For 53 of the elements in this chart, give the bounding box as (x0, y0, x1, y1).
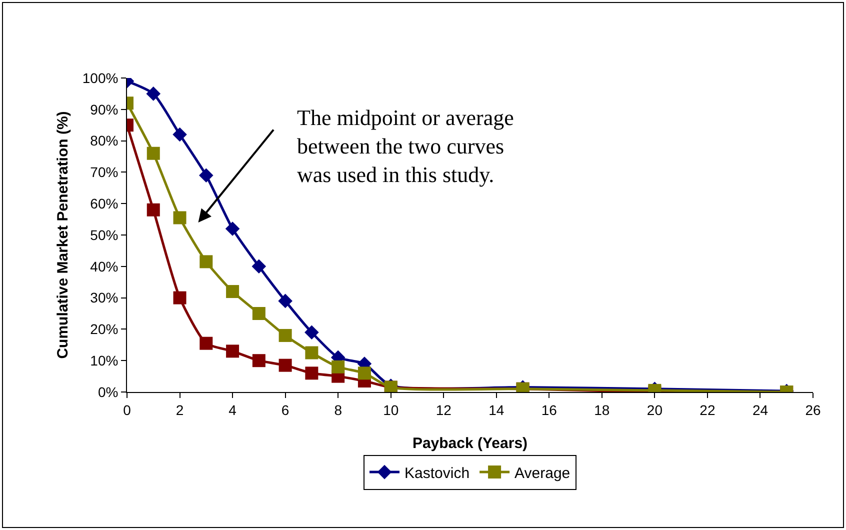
point (305, 346, 318, 360)
y-tick-label: 50% (90, 226, 118, 243)
y-tick-label: 0% (98, 384, 118, 400)
legend-label: Average (514, 464, 570, 482)
point (225, 222, 240, 236)
point (252, 354, 266, 368)
x-tick-label: 6 (281, 402, 290, 418)
x-tick-label: 4 (228, 402, 237, 418)
point (200, 336, 213, 350)
point (200, 255, 213, 268)
x-axis-title: Payback (Years) (412, 434, 528, 452)
y-tick-label: 20% (90, 321, 118, 338)
x-tick-label: 16 (541, 402, 558, 418)
x-tick-label: 20 (646, 402, 663, 418)
point (358, 366, 371, 380)
y-tick-label: 40% (90, 258, 118, 274)
y-tick-label: 70% (90, 164, 118, 180)
point (146, 203, 160, 216)
y-tick-label: 100% (82, 70, 118, 86)
y-tick-label: 60% (90, 196, 118, 212)
point (226, 344, 240, 358)
y-tick-label: 80% (90, 132, 118, 149)
point (304, 325, 319, 340)
x-tick-label: 24 (752, 402, 768, 418)
x-tick-label: 18 (594, 402, 610, 418)
y-tick-label: 30% (90, 290, 118, 306)
x-tick-label: 26 (805, 402, 821, 418)
point (278, 328, 292, 342)
y-axis-title: Cumulative Market Penetration (%) (54, 111, 72, 359)
y-tick-label: 90% (90, 101, 118, 118)
point (146, 86, 161, 101)
point (226, 285, 240, 298)
y-tick-label: 10% (90, 352, 118, 368)
point (305, 366, 318, 380)
point (278, 294, 292, 308)
point (173, 291, 186, 304)
point (278, 358, 292, 372)
x-tick-label: 8 (334, 402, 342, 418)
x-tick-label: 14 (488, 402, 504, 418)
point (332, 360, 345, 374)
point (252, 259, 266, 274)
annotation: The midpoint or average between the two curves was used in this study. (297, 105, 514, 188)
point (146, 146, 160, 160)
x-tick-label: 2 (176, 402, 184, 418)
x-tick-label: 22 (700, 402, 716, 418)
point (252, 307, 266, 320)
legend-label: Kastovich (404, 464, 470, 482)
point (199, 168, 214, 182)
point (173, 211, 186, 224)
x-tick-label: 0 (123, 402, 132, 418)
x-tick-label: 12 (436, 402, 452, 418)
point (172, 127, 187, 142)
x-tick-label: 10 (383, 402, 399, 418)
